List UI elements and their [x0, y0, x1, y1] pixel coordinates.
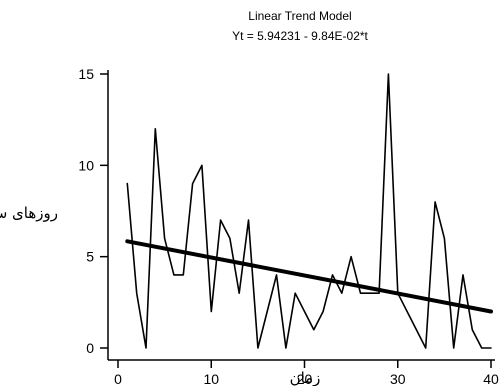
y-tick-label: 0 [86, 340, 94, 356]
x-axis-label: زمان [290, 369, 321, 386]
x-tick-label: 30 [390, 371, 406, 386]
y-axis-label: روزهای سرد [0, 204, 58, 222]
x-tick-label: 0 [114, 371, 122, 386]
chart-subtitle: Yt = 5.94231 - 9.84E-02*t [232, 29, 368, 43]
trend-line [125, 239, 493, 314]
chart-title: Linear Trend Model [248, 9, 351, 23]
series-layer [125, 73, 493, 349]
x-tick-label: 40 [483, 371, 499, 386]
x-tick-label: 20 [297, 371, 313, 386]
actual-series-line [126, 73, 492, 349]
y-tick-label: 15 [78, 66, 94, 82]
y-tick-label: 10 [78, 157, 94, 173]
x-tick-label: 10 [203, 371, 219, 386]
y-tick-label: 5 [86, 249, 94, 265]
axis-ticks: 0 5 10 15 0 10 20 30 40 [78, 66, 499, 386]
